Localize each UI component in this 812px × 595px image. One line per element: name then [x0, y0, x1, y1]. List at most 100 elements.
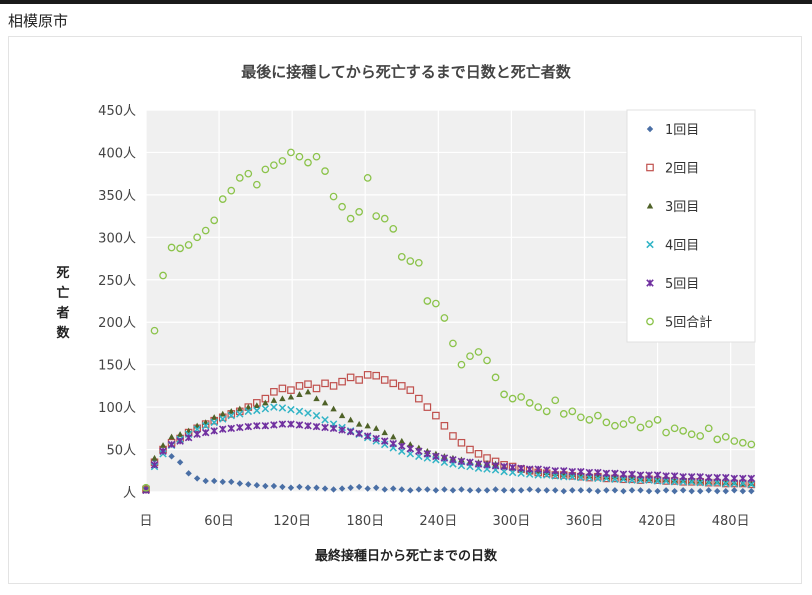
- data-point: [245, 403, 252, 410]
- y-tick-label: 200人: [98, 316, 136, 331]
- legend-label: 5回目: [665, 277, 699, 292]
- data-point: [577, 473, 585, 482]
- data-point: [696, 432, 705, 440]
- data-point: [321, 423, 329, 432]
- data-point: [355, 208, 363, 216]
- data-point: [185, 470, 192, 477]
- data-point: [184, 241, 193, 249]
- data-point: [619, 420, 628, 428]
- data-point: [603, 487, 610, 494]
- data-point: [355, 429, 363, 438]
- data-point: [312, 411, 321, 420]
- window-top-bar: [0, 0, 812, 4]
- data-point: [330, 405, 337, 412]
- data-point: [218, 425, 227, 433]
- x-tick-label: 240日: [419, 514, 457, 529]
- data-point: [662, 428, 670, 437]
- chart-card: 最後に接種してから死亡するまで日数と死亡者数 人 50人 100人 150人 200人 2…: [8, 36, 802, 584]
- data-point: [619, 470, 628, 478]
- data-point: [449, 455, 457, 464]
- data-point: [372, 212, 381, 220]
- data-point: [338, 377, 346, 386]
- data-point: [406, 386, 415, 394]
- data-point: [304, 158, 312, 167]
- y-axis-title-char: 死: [56, 266, 69, 281]
- data-point: [696, 472, 704, 481]
- data-point: [628, 470, 636, 478]
- data-point: [722, 479, 729, 486]
- data-point: [329, 382, 338, 390]
- data-point: [390, 433, 397, 440]
- data-point: [414, 258, 423, 267]
- y-axis-title-char: 亡: [56, 285, 69, 301]
- data-point: [560, 487, 567, 495]
- data-point: [611, 421, 619, 430]
- data-point: [645, 487, 653, 495]
- data-point: [253, 406, 261, 415]
- data-point: [296, 391, 303, 397]
- data-point: [295, 382, 304, 390]
- data-point: [270, 388, 278, 396]
- data-point: [653, 415, 662, 424]
- data-point: [373, 425, 380, 431]
- data-point: [704, 424, 713, 433]
- data-point: [687, 472, 696, 481]
- data-point: [193, 430, 201, 439]
- data-point: [201, 226, 210, 235]
- data-point: [304, 484, 312, 491]
- x-axis-title: 最終接種日から死亡までの日数: [315, 548, 498, 564]
- y-axis-title-char: 数: [56, 325, 70, 341]
- data-point: [730, 437, 739, 445]
- data-point: [321, 485, 329, 492]
- data-point: [441, 486, 448, 493]
- data-point: [278, 404, 287, 412]
- data-point: [244, 407, 253, 416]
- data-point: [576, 413, 585, 422]
- data-point: [338, 485, 346, 492]
- data-point: [244, 169, 253, 178]
- data-point: [457, 457, 466, 466]
- data-point: [184, 433, 193, 442]
- data-point: [696, 478, 704, 487]
- data-point: [594, 474, 602, 483]
- data-point: [295, 407, 304, 416]
- data-point: [329, 192, 338, 201]
- data-point: [202, 477, 209, 485]
- data-point: [534, 403, 543, 411]
- data-point: [679, 427, 687, 435]
- data-point: [210, 427, 218, 435]
- data-point: [304, 409, 312, 417]
- data-point: [637, 487, 644, 494]
- data-point: [491, 373, 500, 382]
- data-point: [381, 486, 388, 493]
- data-point: [449, 487, 457, 494]
- data-point: [176, 437, 184, 445]
- data-point: [466, 352, 474, 361]
- legend-marker: [646, 163, 654, 172]
- data-point: [211, 414, 218, 420]
- data-point: [415, 447, 423, 456]
- data-point: [466, 487, 474, 494]
- data-point: [704, 473, 713, 482]
- data-point: [389, 224, 398, 233]
- data-point: [483, 356, 491, 365]
- data-point: [287, 420, 295, 428]
- data-point: [312, 152, 321, 161]
- data-point: [338, 202, 346, 211]
- data-point: [542, 466, 551, 474]
- data-point: [363, 174, 372, 182]
- data-point: [747, 480, 756, 489]
- data-point: [287, 484, 295, 491]
- data-point: [713, 473, 722, 482]
- data-point: [560, 467, 568, 475]
- data-point: [330, 486, 337, 493]
- data-point: [551, 467, 560, 475]
- data-point: [338, 412, 346, 419]
- data-point: [569, 487, 576, 494]
- data-point: [525, 399, 534, 407]
- data-point: [508, 394, 517, 403]
- y-tick-label: 300人: [98, 231, 136, 246]
- data-point: [653, 477, 662, 485]
- data-point: [483, 487, 491, 494]
- data-point: [500, 487, 508, 494]
